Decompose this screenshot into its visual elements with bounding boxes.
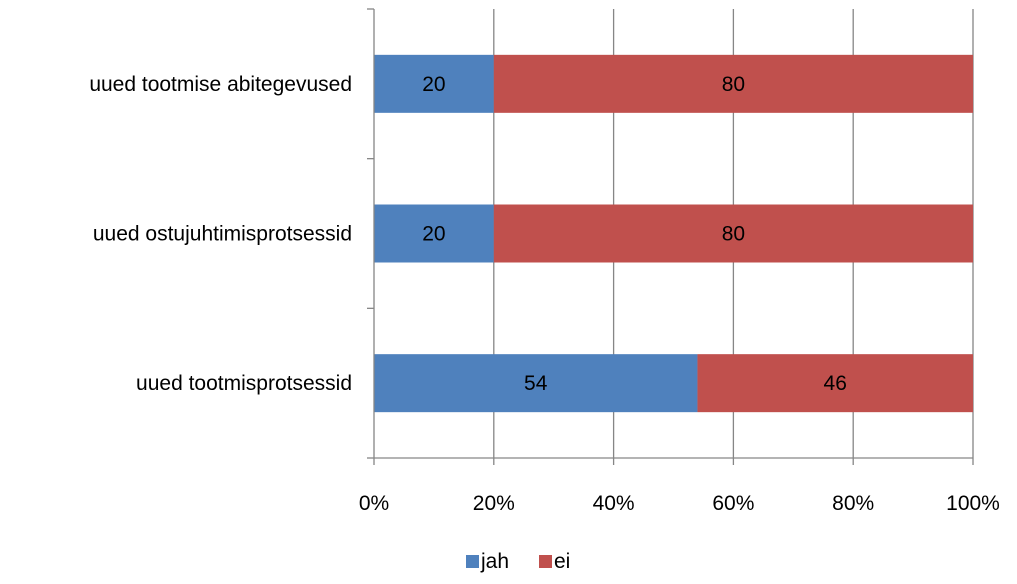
- category-label: uued tootmisprotsessid: [136, 372, 352, 395]
- x-tick-label: 60%: [712, 492, 754, 515]
- data-label: 80: [722, 223, 745, 246]
- bar-jah: [374, 54, 494, 113]
- legend-swatch-ei: [539, 555, 552, 568]
- tick-labels: 0% 20% 40% 60% 80% 100%: [359, 492, 1000, 515]
- legend: jah ei: [466, 550, 570, 573]
- category-label: uued ostujuhtimisprotsessid: [93, 223, 352, 246]
- bars: [374, 54, 973, 413]
- bar-jah: [374, 204, 494, 263]
- data-label: 20: [422, 223, 445, 246]
- category-label: uued tootmise abitegevused: [89, 73, 352, 96]
- legend-label-ei: ei: [554, 550, 570, 573]
- data-label: 54: [524, 372, 548, 395]
- x-tick-label: 0%: [359, 492, 389, 515]
- bar-ei: [493, 54, 973, 113]
- x-tick-label: 40%: [593, 492, 635, 515]
- x-tick-label: 100%: [946, 492, 1000, 515]
- x-tick-label: 20%: [473, 492, 515, 515]
- axes: [367, 8, 974, 465]
- data-label: 20: [422, 73, 445, 96]
- data-label: 46: [824, 372, 847, 395]
- legend-swatch-jah: [466, 555, 479, 568]
- legend-label-jah: jah: [480, 550, 509, 573]
- data-labels: 20 80 20 80 54 46: [422, 73, 847, 395]
- bar-ei: [697, 354, 973, 413]
- x-tick-label: 80%: [832, 492, 874, 515]
- category-labels: uued tootmise abitegevused uued ostujuhti…: [89, 73, 352, 395]
- bar-jah: [374, 354, 698, 413]
- data-label: 80: [722, 73, 745, 96]
- bar-ei: [493, 204, 973, 263]
